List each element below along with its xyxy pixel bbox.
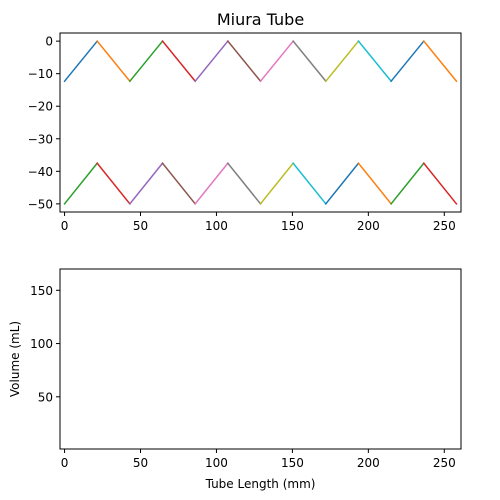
top-x-tick-label: 50 — [133, 219, 148, 233]
series-line-18 — [259, 162, 295, 205]
top-chart-title: Miura Tube — [217, 10, 304, 29]
top-x-axis: 0 50 100 150 200 250 — [61, 212, 456, 233]
series-line-16 — [194, 162, 229, 205]
top-x-tick-label: 100 — [205, 219, 228, 233]
top-y-tick-label: −20 — [28, 100, 53, 114]
top-x-tick-label: 150 — [281, 219, 304, 233]
series-line-6 — [259, 40, 295, 83]
series-line-10 — [390, 40, 425, 83]
series-line-14 — [128, 162, 164, 205]
top-y-tick-label: −30 — [28, 132, 53, 146]
bottom-y-tick-label: 150 — [30, 284, 53, 298]
top-y-tick-label: −40 — [28, 165, 53, 179]
bottom-x-axis: 0 50 100 150 200 250 — [61, 449, 456, 470]
bottom-subplot: 0 50 100 150 200 250 50 100 150 Tube Length (mm… — [8, 268, 462, 491]
bottom-x-tick-label: 150 — [281, 456, 304, 470]
series-line-2 — [128, 40, 164, 83]
top-x-tick-label: 200 — [357, 219, 380, 233]
series-line-9 — [357, 40, 393, 83]
bottom-y-tick-label: 100 — [30, 337, 53, 351]
bottom-x-tick-label: 200 — [357, 456, 380, 470]
series-line-17 — [226, 162, 262, 205]
bottom-x-tick-label: 100 — [205, 456, 228, 470]
series-line-22 — [390, 162, 425, 205]
top-y-tick-label: 0 — [45, 35, 53, 49]
bottom-x-axis-label: Tube Length (mm) — [205, 477, 316, 491]
series-line-21 — [357, 162, 393, 205]
series-line-0 — [63, 40, 99, 83]
top-y-tick-label: −50 — [28, 197, 53, 211]
series-line-8 — [324, 40, 360, 83]
series-line-3 — [161, 40, 197, 83]
series-line-20 — [324, 162, 360, 205]
series-line-7 — [292, 40, 327, 83]
series-line-19 — [292, 162, 327, 205]
bottom-y-tick-label: 50 — [38, 390, 53, 404]
top-subplot: Miura Tube 0 50 100 150 200 250 0 −10 −20 −30 −40… — [28, 10, 462, 233]
bottom-x-tick-label: 0 — [61, 456, 69, 470]
series-line-13 — [96, 162, 131, 205]
bottom-x-tick-label: 250 — [433, 456, 456, 470]
top-y-axis: 0 −10 −20 −30 −40 −50 — [28, 35, 60, 211]
top-plot-frame — [59, 32, 462, 213]
series-line-12 — [63, 162, 99, 205]
series-line-23 — [422, 162, 458, 205]
series-line-11 — [422, 40, 458, 83]
top-x-tick-label: 250 — [433, 219, 456, 233]
bottom-plot-frame — [59, 268, 462, 450]
top-y-tick-label: −10 — [28, 67, 53, 81]
series-line-5 — [226, 40, 262, 83]
top-series-lines — [63, 40, 458, 205]
bottom-y-axis: 50 100 150 — [30, 284, 60, 404]
series-line-1 — [96, 40, 131, 83]
series-line-15 — [161, 162, 197, 205]
top-x-tick-label: 0 — [61, 219, 69, 233]
series-line-4 — [194, 40, 229, 83]
bottom-y-axis-label: Volume (mL) — [8, 321, 22, 397]
bottom-x-tick-label: 50 — [133, 456, 148, 470]
